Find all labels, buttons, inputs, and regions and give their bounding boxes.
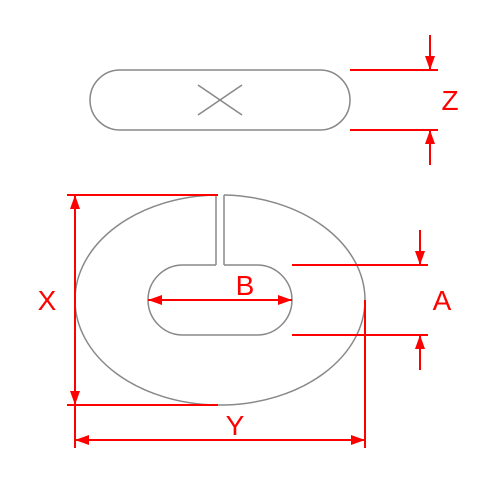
dim-z-label: Z (441, 85, 458, 116)
top-seam-line (220, 100, 242, 115)
arrowhead-icon (415, 251, 425, 265)
arrowhead-icon (415, 335, 425, 349)
arrowhead-icon (278, 295, 292, 305)
top-seam-line (220, 85, 242, 100)
dim-x-label: X (38, 285, 57, 316)
arrowhead-icon (70, 195, 80, 209)
dim-b-label: B (236, 270, 255, 301)
dim-y-label: Y (226, 410, 245, 441)
dim-a-label: A (433, 285, 452, 316)
arrowhead-icon (75, 435, 89, 445)
arrowhead-icon (351, 435, 365, 445)
arrowhead-icon (425, 130, 435, 144)
top-seam-line (198, 100, 220, 115)
arrowhead-icon (148, 295, 162, 305)
arrowhead-icon (425, 56, 435, 70)
top-seam-line (198, 85, 220, 100)
